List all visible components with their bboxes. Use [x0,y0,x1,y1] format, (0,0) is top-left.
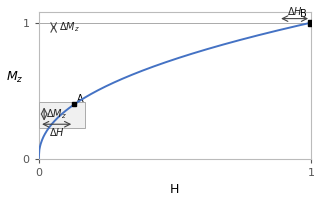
Text: $\Delta H$: $\Delta H$ [49,126,65,138]
Text: $\Delta H$: $\Delta H$ [287,5,302,17]
Text: B: B [300,9,307,19]
Text: $\Delta M_z$: $\Delta M_z$ [59,21,80,34]
Y-axis label: $M_z$: $M_z$ [5,70,23,85]
FancyBboxPatch shape [39,102,85,128]
Text: A: A [77,94,84,104]
X-axis label: H: H [170,183,180,196]
Text: $\Delta M_z$: $\Delta M_z$ [46,107,67,121]
